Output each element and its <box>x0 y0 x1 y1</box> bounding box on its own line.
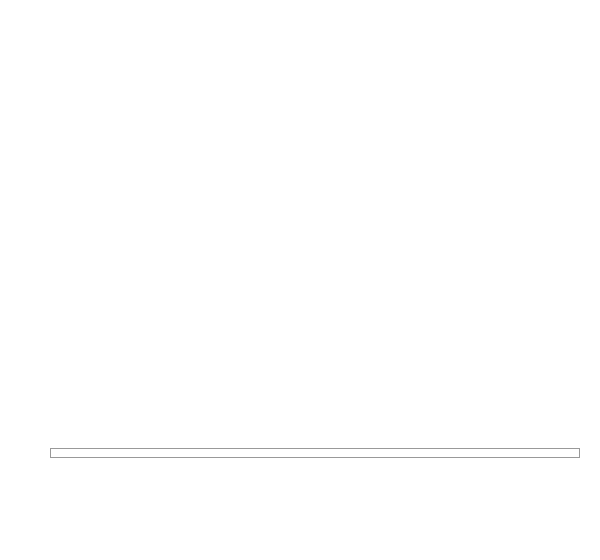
line-chart <box>50 46 580 406</box>
chart-subtitle <box>0 6 600 10</box>
chart-container <box>0 0 600 560</box>
legend-box <box>50 448 580 458</box>
legend-area <box>50 448 580 466</box>
chart-area <box>50 46 580 406</box>
